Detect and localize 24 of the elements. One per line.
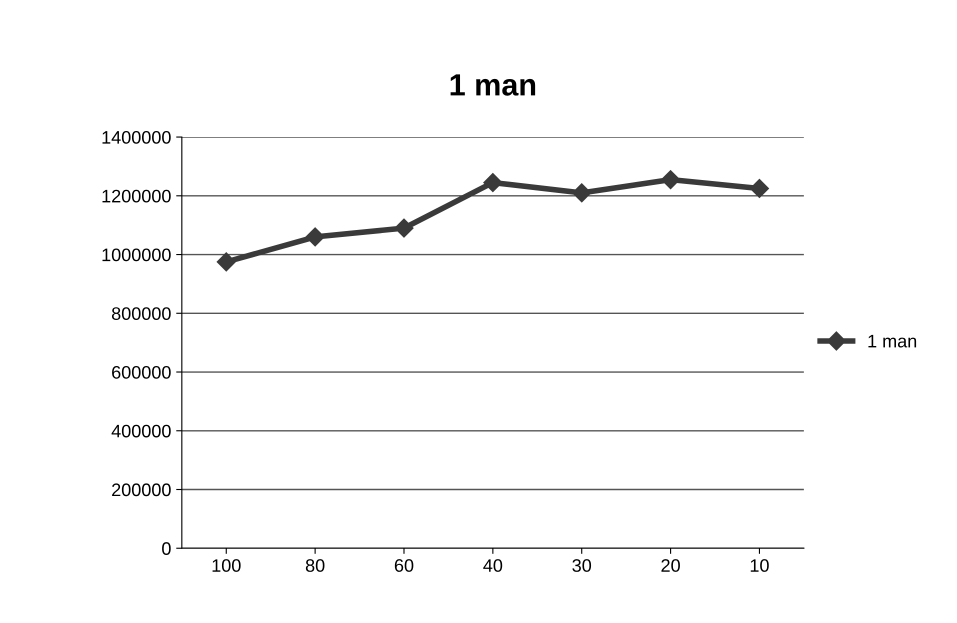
x-tick-label: 60 (394, 559, 414, 572)
y-tick-label: 600000 (112, 366, 171, 379)
point (394, 218, 414, 238)
legend-label: 1 man (868, 334, 916, 348)
point (750, 178, 769, 198)
point (572, 183, 592, 202)
y-tick-label: 0 (162, 542, 171, 555)
chart-title: 1 man (450, 74, 536, 96)
y-tick-label: 1200000 (102, 190, 171, 203)
y-tick-label: 400000 (112, 424, 171, 438)
x-tick-label: 40 (483, 559, 502, 572)
x-tick-label: 10 (750, 559, 769, 572)
point (306, 227, 325, 246)
y-tick-label: 800000 (112, 307, 171, 320)
point (216, 252, 236, 272)
y-tick-label: 1400000 (102, 130, 171, 144)
x-tick-label: 30 (572, 559, 592, 572)
y-tick-label: 1000000 (102, 248, 171, 262)
x-tick-label: 20 (661, 559, 680, 572)
x-tick-label: 80 (306, 559, 324, 572)
x-tick-label: 100 (212, 559, 241, 572)
y-tick-label: 200000 (112, 483, 171, 496)
point (661, 170, 680, 190)
point (483, 173, 502, 192)
